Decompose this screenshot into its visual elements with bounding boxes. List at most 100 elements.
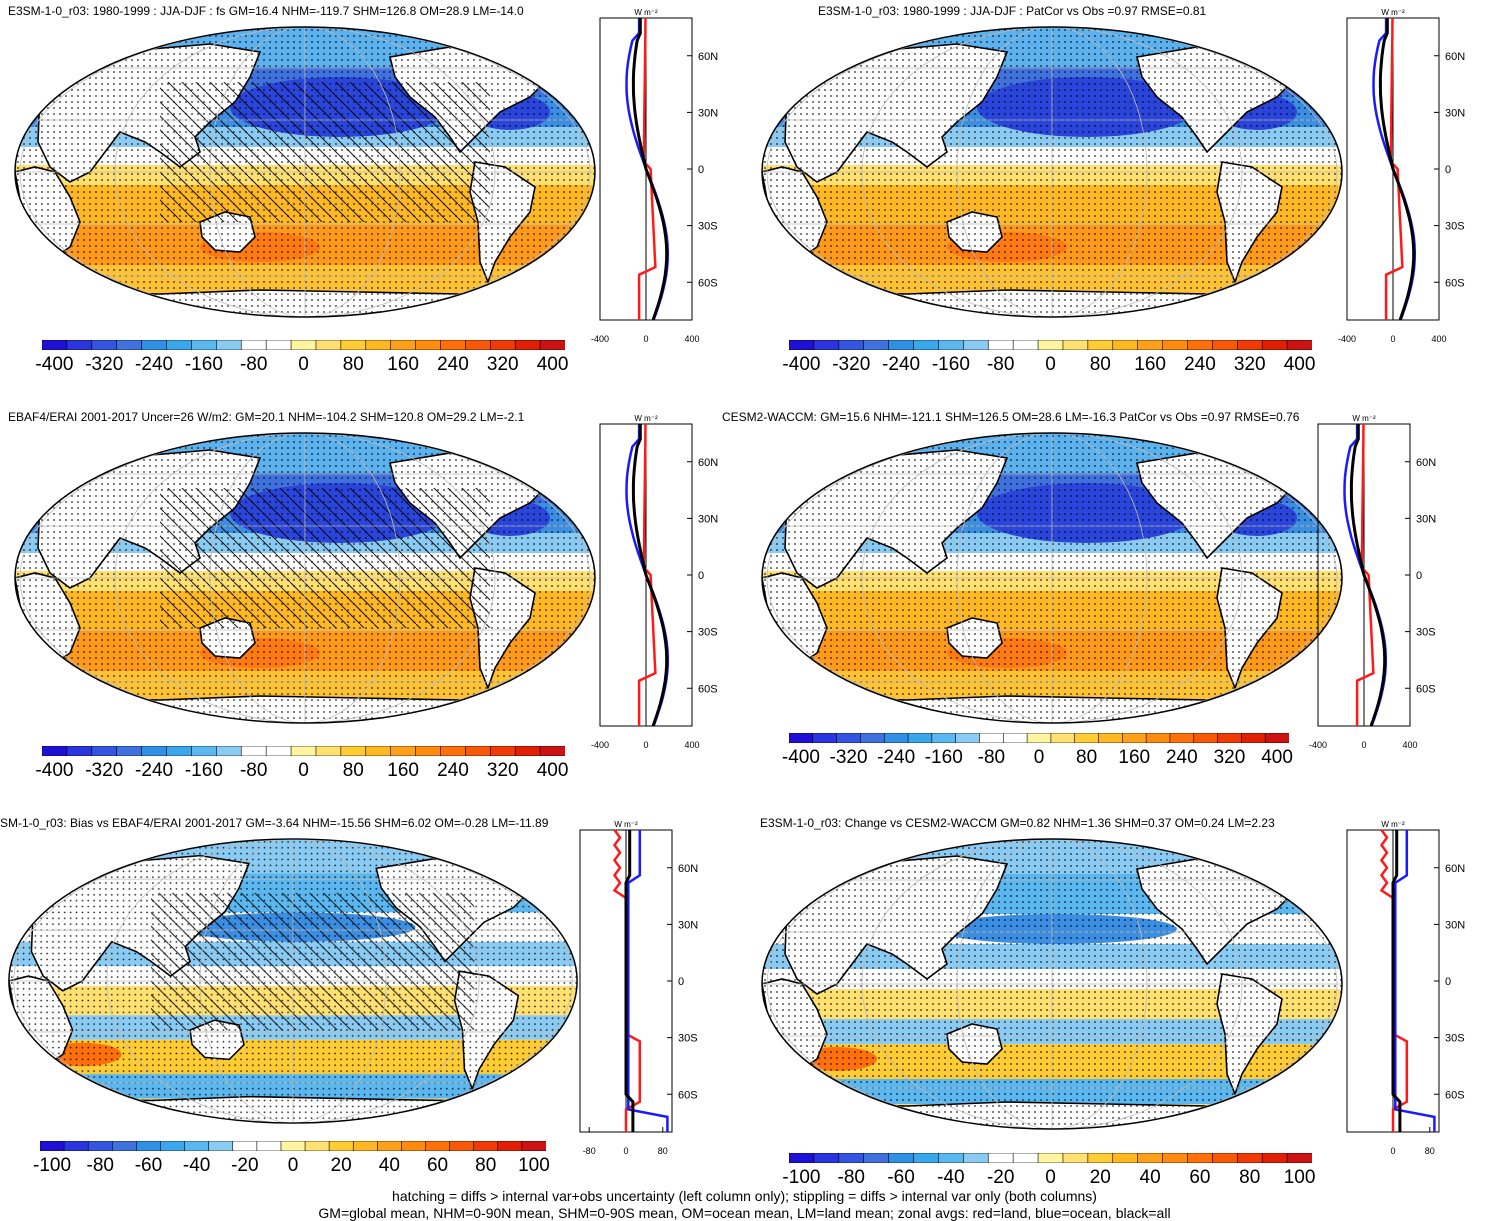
zonal-units-label: W m⁻² <box>1381 8 1405 17</box>
colorbar-swatch <box>1050 733 1076 743</box>
zonal-mean-plot: W m⁻² 60N 30N 0 30S 60S 0 80 <box>1346 820 1465 1156</box>
graticule-meridian <box>956 433 1053 723</box>
colorbar-tick-label: -60 <box>887 1167 915 1188</box>
lat-tick-label: 30N <box>1445 107 1465 119</box>
colorbar-swatch <box>1112 1153 1139 1163</box>
x-tick-label: -400 <box>591 740 609 750</box>
colorbar-tick-label: 400 <box>536 354 569 375</box>
colorbar-swatch <box>116 746 143 756</box>
colorbar-tick-label: -80 <box>239 760 268 781</box>
colorbar-labels: -400 -320 -240 -160 -80 0 80 160 240 320 400 <box>35 760 568 782</box>
colorbar-swatch <box>42 340 68 350</box>
colorbar-swatch <box>1264 733 1289 743</box>
graticule-meridian <box>304 27 401 317</box>
colorbar-swatch <box>1112 340 1139 350</box>
colorbar-swatch <box>1162 340 1189 350</box>
colorbar-tick-label: 160 <box>1118 747 1151 768</box>
colorbar-tick-label: 320 <box>1213 747 1246 768</box>
colorbar-tick-label: 80 <box>1089 354 1111 375</box>
graticule-meridian <box>956 839 1053 1129</box>
zonal-units-label: W m⁻² <box>614 820 638 829</box>
x-tick-label: 400 <box>1431 334 1446 344</box>
colorbar-tick-label: -400 <box>35 354 74 375</box>
colorbar-swatch <box>141 340 168 350</box>
graticule-meridian <box>1051 433 1148 723</box>
colorbar <box>789 1153 1312 1163</box>
colorbar-swatch <box>1236 1153 1263 1163</box>
colorbar-swatch <box>240 340 267 350</box>
colorbar-swatch <box>979 733 1005 743</box>
lat-tick-label: 0 <box>698 164 704 176</box>
colorbar-tick-label: -160 <box>931 354 970 375</box>
colorbar-swatch <box>789 733 814 743</box>
colorbar-swatch <box>365 340 392 350</box>
colorbar-swatch <box>1145 733 1171 743</box>
colorbar-swatch <box>1162 1153 1189 1163</box>
colorbar-tick-label: -160 <box>184 760 223 781</box>
lat-tick-label: 0 <box>1416 570 1422 582</box>
panel-title: E3SM-1-0_r03: Change vs CESM2-WACCM GM=0… <box>760 816 1275 830</box>
x-tick-label: 400 <box>684 740 699 750</box>
colorbar-swatch <box>1137 1153 1164 1163</box>
colorbar-swatch <box>789 1153 815 1163</box>
colorbar-tick-label: 160 <box>387 354 419 375</box>
graticule-meridian <box>292 838 387 1124</box>
colorbar-labels: -400 -320 -240 -160 -80 0 80 160 240 320 400 <box>782 747 1293 769</box>
colorbar-swatch <box>497 1141 523 1151</box>
graticule-meridian <box>1051 839 1243 1129</box>
colorbar-swatch <box>415 340 442 350</box>
colorbar-tick-label: 400 <box>1261 747 1293 768</box>
colorbar-tick-label: 240 <box>437 760 469 781</box>
lat-tick-label: 60N <box>1416 457 1436 469</box>
colorbar-swatch <box>1062 1153 1089 1163</box>
zonal-line-all <box>631 18 669 321</box>
x-tick-label: -400 <box>1338 334 1356 344</box>
zonal-units-label: W m⁻² <box>1352 414 1376 423</box>
colorbar-tick-label: 0 <box>298 354 309 375</box>
zonal-line-all <box>631 424 669 727</box>
colorbar-tick-label: -240 <box>877 747 916 768</box>
lat-tick-label: 60S <box>698 683 718 695</box>
colorbar-tick-label: 0 <box>287 1155 299 1176</box>
map-change-vs-cesm2 <box>761 838 1343 1130</box>
colorbar-swatch <box>440 746 467 756</box>
x-tick-label: 0 <box>1361 740 1366 750</box>
colorbar-swatch <box>1286 340 1312 350</box>
colorbar-tick-label: 160 <box>387 760 419 781</box>
colorbar-tick-label: -240 <box>882 354 921 375</box>
colorbar-swatch <box>1098 733 1124 743</box>
colorbar-swatch <box>1037 1153 1064 1163</box>
colorbar-tick-label: 40 <box>1139 1167 1161 1188</box>
colorbar <box>40 1141 546 1151</box>
colorbar-swatch <box>938 1153 965 1163</box>
map-e3sm-seasonal <box>14 26 596 318</box>
colorbar-swatch <box>87 1141 114 1151</box>
colorbar-tick-label: -400 <box>35 760 74 781</box>
colorbar-tick-label: 20 <box>1089 1167 1111 1188</box>
lat-tick-label: 60N <box>1445 51 1465 63</box>
lat-tick-label: 60S <box>1445 1089 1465 1101</box>
colorbar-swatch <box>489 746 516 756</box>
colorbar-tick-label: 400 <box>1283 354 1316 375</box>
zonal-line-land <box>1355 423 1375 726</box>
zonal-line-land <box>637 423 657 726</box>
colorbar-swatch <box>1217 733 1243 743</box>
colorbar-swatch <box>1012 340 1039 350</box>
lat-tick-label: 60N <box>1445 863 1465 875</box>
lat-tick-label: 60N <box>698 51 718 63</box>
colorbar-tick-label: -60 <box>134 1155 163 1176</box>
colorbar-swatch <box>539 340 565 350</box>
colorbar-tick-label: 0 <box>1045 1167 1056 1188</box>
graticule-meridian <box>106 838 294 1124</box>
colorbar-swatch <box>1212 1153 1239 1163</box>
colorbar-tick-label: -40 <box>937 1167 965 1188</box>
colorbar-swatch <box>232 1141 258 1151</box>
hatching-overlay <box>160 488 490 628</box>
colorbar-swatch <box>1212 340 1239 350</box>
colorbar-swatch <box>1169 733 1195 743</box>
x-tick-label: 0 <box>623 1146 628 1156</box>
colorbar-swatch <box>1261 340 1288 350</box>
x-tick-label: 0 <box>1390 1146 1395 1156</box>
colorbar-tick-label: -320 <box>85 354 124 375</box>
lat-tick-label: 30S <box>698 221 718 233</box>
